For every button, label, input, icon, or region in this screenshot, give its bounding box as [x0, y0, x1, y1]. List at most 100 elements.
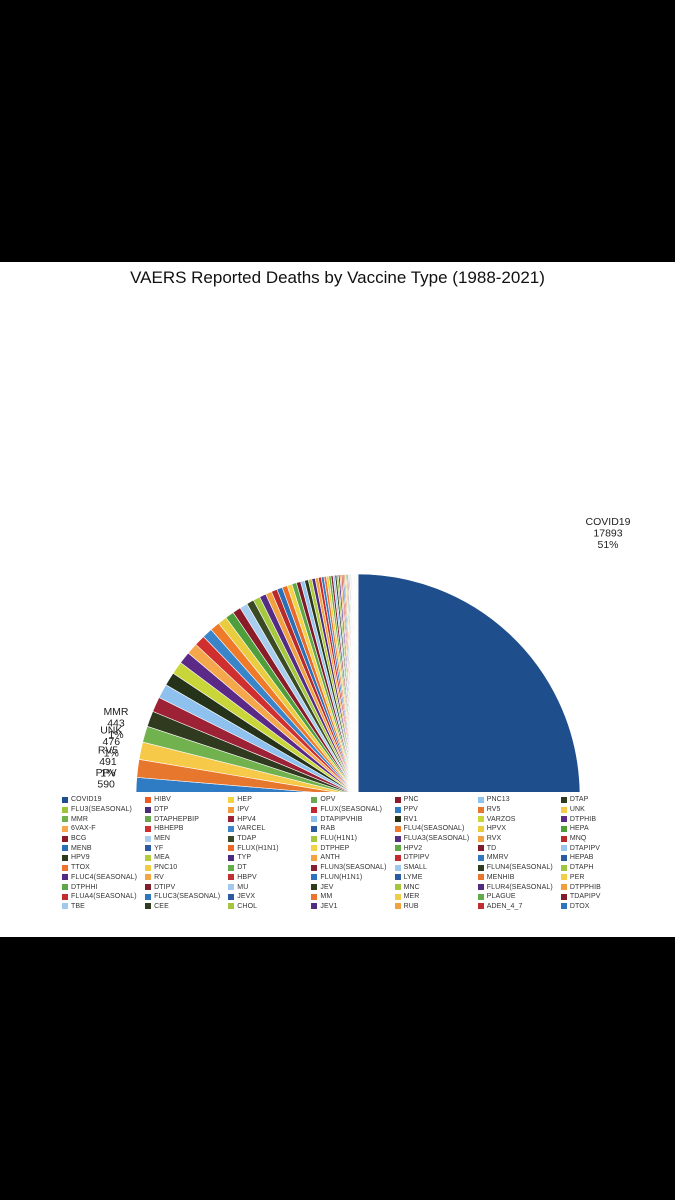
legend-item-anth: ANTH [311, 853, 392, 863]
legend-item-ipv: IPV [228, 805, 309, 815]
legend-label: TTOX [71, 864, 90, 872]
legend-item-opv: OPV [311, 795, 392, 805]
legend-item-jev: JEV [311, 882, 392, 892]
legend-swatch [145, 854, 152, 861]
legend-swatch [477, 835, 484, 842]
legend-item-dtaph: DTAPH [560, 863, 642, 873]
legend-item-hpv2: HPV2 [394, 843, 476, 853]
legend-item-tdap: TDAP [228, 834, 309, 844]
legend-label: MMRV [486, 854, 509, 862]
legend-swatch [62, 903, 68, 910]
legend-swatch [228, 903, 235, 910]
legend-item-dtipv: DTIPV [145, 882, 226, 892]
legend-item-hepa: HEPA [560, 824, 642, 834]
legend-swatch [145, 864, 152, 871]
legend-swatch [145, 816, 152, 823]
legend-label: MER [403, 893, 420, 901]
legend-item-mea: MEA [145, 853, 226, 863]
legend-swatch [145, 806, 152, 813]
legend-label: FLUC4(SEASONAL) [71, 873, 138, 881]
legend-label: PNC13 [486, 796, 510, 804]
legend-swatch [145, 884, 152, 891]
legend-item-dtpipv: DTPIPV [394, 853, 476, 863]
legend-swatch [311, 903, 318, 910]
legend-label: PER [569, 873, 585, 881]
legend-label: MEA [154, 854, 170, 862]
legend-label: CEE [154, 902, 169, 910]
legend-label: DTIPV [154, 883, 176, 891]
legend-item-hpvx: HPVX [477, 824, 559, 834]
legend-item-flux-seasonal-: FLUX(SEASONAL) [311, 805, 392, 815]
legend-label: TDAP [237, 835, 257, 843]
legend-label: VARCEL [237, 825, 266, 833]
legend-swatch [145, 825, 152, 832]
legend-label: JEVX [237, 893, 256, 901]
legend-swatch [62, 874, 68, 881]
legend-label: MMR [71, 815, 89, 823]
legend-label: COVID19 [71, 796, 102, 804]
legend-swatch [394, 845, 401, 852]
legend-swatch [560, 845, 567, 852]
legend-swatch [560, 864, 567, 871]
legend-label: HEPA [569, 825, 589, 833]
legend-label: YF [154, 844, 164, 852]
chart-figure: VAERS Reported Deaths by Vaccine Type (1… [0, 262, 675, 937]
legend-swatch [228, 864, 235, 871]
legend-label: FLUN(H1N1) [320, 873, 363, 881]
legend-item-flu3-seasonal-: FLU3(SEASONAL) [62, 805, 143, 815]
legend-swatch [311, 806, 318, 813]
legend-swatch [311, 825, 318, 832]
legend-swatch [560, 835, 567, 842]
legend-swatch [145, 796, 152, 803]
legend-swatch [560, 796, 567, 803]
legend-label: DTAPH [569, 864, 594, 872]
legend-swatch [477, 874, 484, 881]
legend-label: HPVX [486, 825, 507, 833]
legend-swatch [145, 893, 152, 900]
legend-label: RV1 [403, 815, 418, 823]
legend-label: FLUC3(SEASONAL) [154, 893, 221, 901]
legend-label: HEPAB [569, 854, 594, 862]
legend-label: HPV4 [237, 815, 256, 823]
legend-item-dtapipvhib: DTAPIPVHIB [311, 814, 392, 824]
legend-label: MNC [403, 883, 420, 891]
legend-item-mmrv: MMRV [477, 853, 559, 863]
legend-item-flua4-seasonal-: FLUA4(SEASONAL) [62, 892, 143, 902]
legend-label: PPV [403, 806, 418, 814]
legend-label: UNK [569, 806, 585, 814]
legend-item-mu: MU [228, 882, 309, 892]
legend-item-mnc: MNC [394, 882, 476, 892]
legend-swatch [228, 845, 235, 852]
legend-label: HBPV [237, 873, 257, 881]
legend-swatch [477, 845, 484, 852]
legend-item-men: MEN [145, 834, 226, 844]
legend-label: MNQ [569, 835, 587, 843]
legend-label: FLUN3(SEASONAL) [320, 864, 387, 872]
legend-swatch [477, 796, 484, 803]
legend-swatch [560, 893, 567, 900]
legend-label: MENB [71, 844, 92, 852]
legend-item-flu4-seasonal-: FLU4(SEASONAL) [394, 824, 476, 834]
legend-item-hibv: HIBV [145, 795, 226, 805]
legend-swatch [477, 903, 484, 910]
legend-swatch [394, 796, 401, 803]
legend-item-dtphib: DTPHIB [560, 814, 642, 824]
legend-label: DTOX [569, 902, 590, 910]
legend-item-dtap: DTAP [560, 795, 642, 805]
slice-label-name: RV5 [98, 745, 118, 757]
legend-label: DTAP [569, 796, 589, 804]
legend-label: OPV [320, 796, 336, 804]
legend-item-rv5: RV5 [477, 805, 559, 815]
legend-item-pnc10: PNC10 [145, 863, 226, 873]
legend-label: DTPPHIB [569, 883, 601, 891]
legend-label: TDAPIPV [569, 893, 601, 901]
legend-label: RUB [403, 902, 419, 910]
legend-item-mer: MER [394, 892, 476, 902]
legend-swatch [62, 825, 68, 832]
legend-item-flux-h1n1-: FLUX(H1N1) [228, 843, 309, 853]
legend-item-varzos: VARZOS [477, 814, 559, 824]
legend-item-mmr: MMR [62, 814, 143, 824]
legend-swatch [560, 903, 567, 910]
